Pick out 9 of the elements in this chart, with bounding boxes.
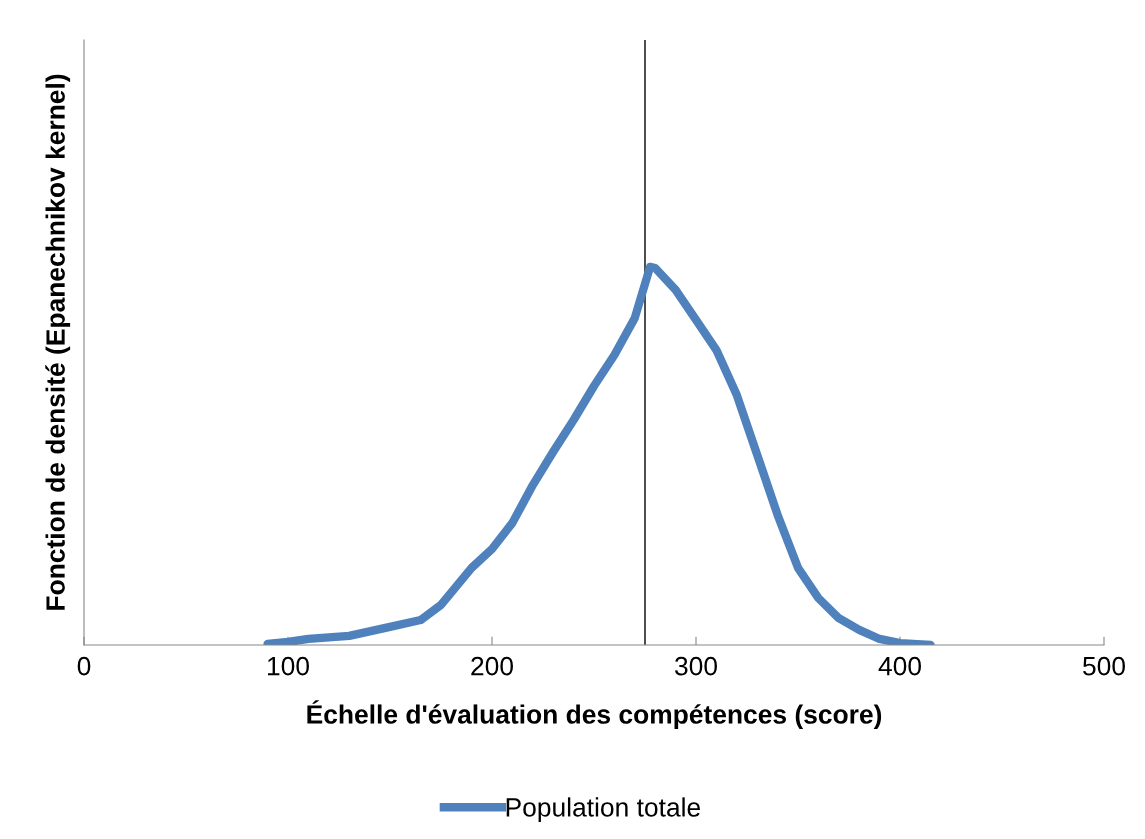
x-tick-label: 500 bbox=[1083, 656, 1125, 676]
x-tick-label: 100 bbox=[268, 656, 309, 676]
x-tick-label: 0 bbox=[77, 656, 91, 676]
x-tick-label: 200 bbox=[471, 656, 513, 676]
y-axis-title: Fonction de densité (Epanechnikov kernel) bbox=[45, 74, 71, 610]
x-axis-title: Échelle d'évaluation des compétences (score) bbox=[307, 700, 882, 730]
legend-label: Population totale bbox=[506, 797, 700, 822]
x-tick-label: 300 bbox=[674, 656, 717, 676]
x-tick-label: 400 bbox=[878, 656, 921, 676]
